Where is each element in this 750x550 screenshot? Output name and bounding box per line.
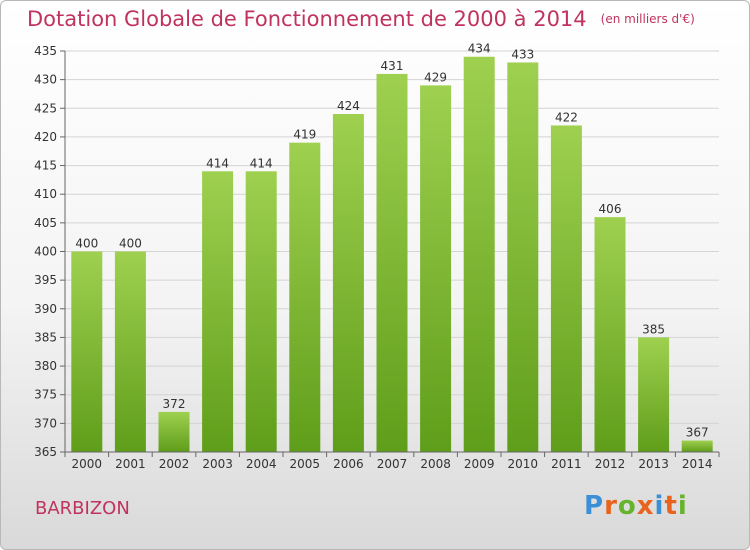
x-tick-label: 2003 (202, 457, 233, 471)
bar-2006 (332, 114, 364, 452)
y-tick-label: 405 (34, 216, 57, 230)
y-tick-label: 370 (34, 416, 57, 430)
y-tick-label: 435 (34, 44, 57, 58)
bar-value-label: 406 (599, 202, 622, 216)
bar-value-label: 367 (686, 426, 709, 440)
x-tick-label: 2010 (508, 457, 539, 471)
bar-2007 (376, 73, 408, 453)
bar-value-label: 419 (293, 128, 316, 142)
logo-letter: P (584, 491, 605, 521)
x-tick-label: 2004 (246, 457, 277, 471)
bar-value-label: 400 (75, 237, 98, 251)
x-tick-label: 2012 (595, 457, 626, 471)
x-tick-label: 2011 (551, 457, 582, 471)
bar-value-label: 385 (642, 322, 665, 336)
logo-letter: o (617, 491, 637, 521)
bar-value-label: 433 (511, 47, 534, 61)
y-tick-label: 430 (34, 73, 57, 87)
y-tick-label: 410 (34, 187, 57, 201)
y-tick-label: 375 (34, 388, 57, 402)
logo-letter: x (636, 491, 655, 521)
y-tick-label: 395 (34, 273, 57, 287)
bar-2013 (638, 337, 670, 452)
y-tick-label: 415 (34, 159, 57, 173)
y-tick-label: 420 (34, 130, 57, 144)
bar-2001 (114, 251, 146, 452)
x-tick-label: 2006 (333, 457, 364, 471)
y-tick-label: 425 (34, 101, 57, 115)
x-tick-label: 2002 (159, 457, 190, 471)
bar-value-label: 400 (119, 237, 142, 251)
y-tick-label: 380 (34, 359, 57, 373)
commune-name: BARBIZON (35, 498, 130, 519)
logo-letter: i (654, 491, 665, 521)
bar-2011 (550, 125, 582, 452)
bar-2002 (158, 411, 190, 452)
logo-letter: i (677, 491, 688, 521)
bar-value-label: 431 (381, 59, 404, 73)
y-tick-label: 385 (34, 330, 57, 344)
bar-2004 (245, 171, 277, 453)
bar-2008 (420, 85, 452, 452)
x-tick-label: 2001 (115, 457, 146, 471)
x-tick-label: 2000 (72, 457, 103, 471)
chart-unit: (en milliers d'€) (600, 12, 695, 26)
bar-2000 (71, 251, 103, 452)
bar-2012 (594, 217, 626, 452)
bar-2003 (202, 171, 234, 453)
logo-letter: t (664, 491, 678, 521)
bar-2009 (463, 56, 495, 452)
bar-2014 (681, 440, 713, 452)
bar-value-label: 422 (555, 110, 578, 124)
bar-2005 (289, 142, 321, 452)
x-tick-label: 2014 (682, 457, 713, 471)
chart-title-text: Dotation Globale de Fonctionnement de 20… (27, 7, 587, 31)
bar-value-label: 414 (250, 156, 273, 170)
bar-value-label: 424 (337, 99, 360, 113)
y-tick-label: 400 (34, 245, 57, 259)
y-tick-label: 390 (34, 302, 57, 316)
proxiti-logo: Proxiti (584, 491, 688, 521)
bar-value-label: 414 (206, 156, 229, 170)
bar-2010 (507, 62, 539, 452)
logo-letter: r (604, 491, 618, 521)
x-tick-label: 2005 (290, 457, 321, 471)
x-tick-label: 2009 (464, 457, 495, 471)
bar-value-label: 434 (468, 42, 491, 56)
bar-value-label: 372 (163, 397, 186, 411)
chart-title: Dotation Globale de Fonctionnement de 20… (27, 7, 695, 31)
y-axis: 365 370 375 380 385 390 395 400 405 410 415 420 425 4… (34, 44, 66, 459)
x-tick-label: 2008 (420, 457, 451, 471)
bar-value-label: 429 (424, 70, 447, 84)
x-axis: 2000 2001 2002 2003 2004 2005 2006 2007 2008 2009… (64, 451, 720, 471)
x-tick-label: 2007 (377, 457, 408, 471)
bars: 400 400 372 414 414 419 424 431 429 434 433 422 406 3… (71, 42, 713, 453)
x-tick-label: 2013 (638, 457, 669, 471)
y-tick-label: 365 (34, 445, 57, 459)
